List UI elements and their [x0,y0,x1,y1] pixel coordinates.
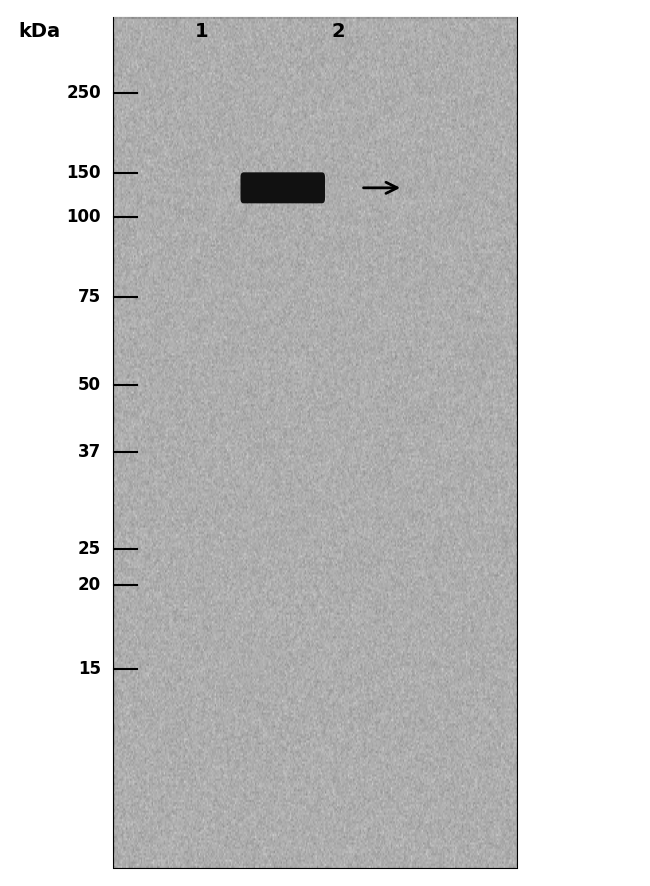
Text: 100: 100 [66,208,101,226]
Text: 50: 50 [78,377,101,394]
Text: 25: 25 [77,540,101,558]
Text: 20: 20 [77,576,101,594]
Text: 37: 37 [77,443,101,461]
Text: 15: 15 [78,660,101,678]
FancyBboxPatch shape [240,172,325,204]
Text: 250: 250 [66,84,101,102]
Text: 75: 75 [77,288,101,306]
Text: 1: 1 [195,21,208,41]
Text: kDa: kDa [18,21,60,41]
Text: 150: 150 [66,164,101,182]
Text: 2: 2 [332,21,344,41]
Bar [114,18,517,868]
